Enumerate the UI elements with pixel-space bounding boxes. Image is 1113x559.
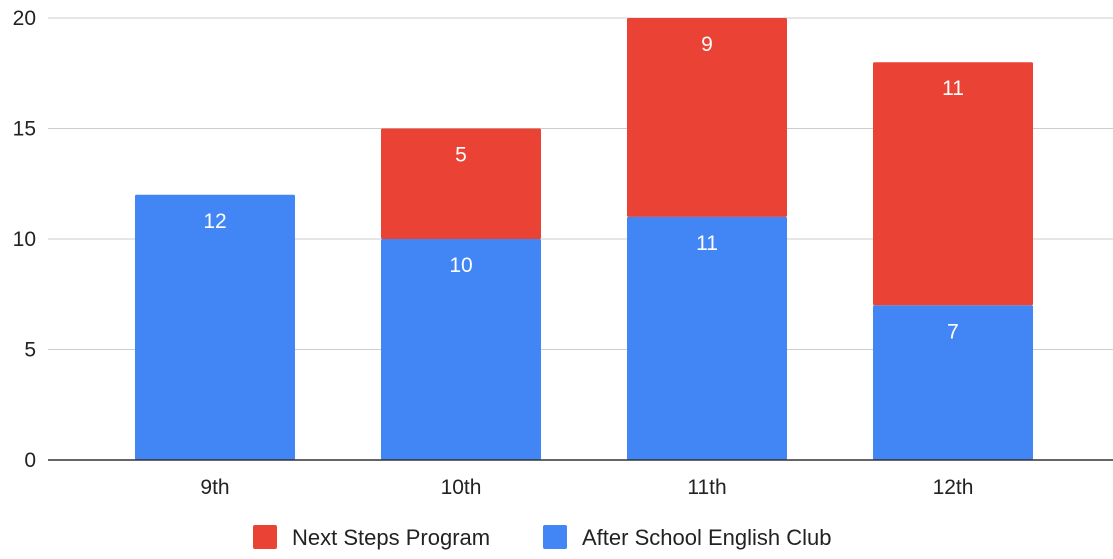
data-label: 5: [455, 144, 467, 167]
x-axis-ticks: 9th 10th 11th 12th: [200, 476, 973, 499]
bar-segment: [627, 216, 787, 460]
data-label: 9: [701, 33, 713, 56]
y-tick-label: 10: [13, 228, 36, 251]
y-tick-label: 5: [24, 339, 36, 362]
x-tick-label: 10th: [441, 476, 482, 499]
data-label: 12: [203, 210, 226, 233]
data-label: 10: [449, 254, 472, 277]
data-label: 11: [696, 232, 718, 255]
y-axis-ticks: 0 5 10 15 20: [13, 7, 36, 472]
bar-segment: [627, 18, 787, 217]
bars: 12 10 5 11 9 7 11: [135, 18, 1033, 461]
x-tick-label: 12th: [933, 476, 974, 499]
y-tick-label: 15: [13, 118, 36, 141]
bar-segment: [135, 194, 295, 461]
legend-swatch: [543, 525, 567, 549]
data-label: 7: [947, 320, 959, 343]
y-tick-label: 20: [13, 7, 36, 30]
legend-swatch: [253, 525, 277, 549]
legend-label: After School English Club: [582, 525, 831, 550]
x-tick-label: 11th: [687, 476, 726, 499]
bar-segment: [873, 305, 1033, 460]
legend-label: Next Steps Program: [292, 525, 490, 550]
legend: Next Steps Program After School English C…: [253, 525, 831, 550]
y-tick-label: 0: [24, 449, 36, 472]
bar-segment: [873, 62, 1033, 306]
bar-segment: [381, 239, 541, 460]
data-label: 11: [942, 77, 964, 100]
x-tick-label: 9th: [200, 476, 229, 499]
bar-segment: [381, 128, 541, 239]
